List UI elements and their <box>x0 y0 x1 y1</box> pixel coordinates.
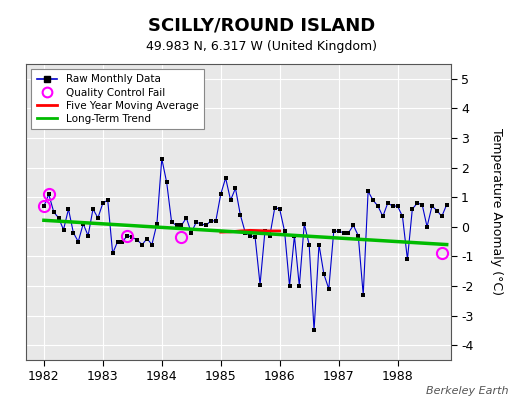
Text: 49.983 N, 6.317 W (United Kingdom): 49.983 N, 6.317 W (United Kingdom) <box>147 40 377 53</box>
Text: Berkeley Earth: Berkeley Earth <box>426 386 508 396</box>
Legend: Raw Monthly Data, Quality Control Fail, Five Year Moving Average, Long-Term Tren: Raw Monthly Data, Quality Control Fail, … <box>31 69 204 129</box>
Y-axis label: Temperature Anomaly (°C): Temperature Anomaly (°C) <box>490 128 503 296</box>
Text: SCILLY/ROUND ISLAND: SCILLY/ROUND ISLAND <box>148 16 376 34</box>
